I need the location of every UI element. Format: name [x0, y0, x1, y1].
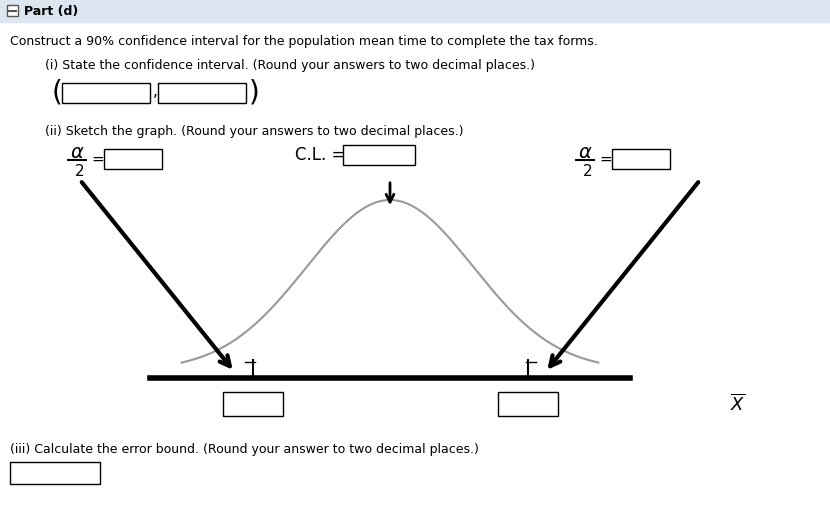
Text: $\alpha$: $\alpha$	[70, 143, 85, 162]
Bar	[158, 83, 246, 103]
Bar	[222, 392, 282, 416]
Text: ,: ,	[153, 85, 158, 99]
Bar	[0, 0, 830, 22]
Text: $\alpha$: $\alpha$	[578, 143, 593, 162]
Bar	[104, 149, 162, 169]
Bar	[343, 145, 415, 165]
Bar	[10, 462, 100, 484]
Text: Part (d): Part (d)	[24, 5, 78, 19]
Bar	[497, 392, 558, 416]
Text: Construct a 90% confidence interval for the population mean time to complete the: Construct a 90% confidence interval for …	[10, 36, 598, 48]
Text: (i) State the confidence interval. (Round your answers to two decimal places.): (i) State the confidence interval. (Roun…	[45, 59, 535, 71]
Text: (ii) Sketch the graph. (Round your answers to two decimal places.): (ii) Sketch the graph. (Round your answe…	[45, 126, 463, 138]
Text: (iii) Calculate the error bound. (Round your answer to two decimal places.): (iii) Calculate the error bound. (Round …	[10, 444, 479, 456]
Bar	[62, 83, 150, 103]
Text: 2: 2	[75, 163, 85, 179]
Bar	[612, 149, 670, 169]
Text: 2: 2	[583, 163, 593, 179]
Bar	[7, 5, 18, 16]
Text: (: (	[52, 78, 63, 106]
Text: C.L. =: C.L. =	[295, 146, 345, 164]
Text: $\overline{X}$: $\overline{X}$	[730, 394, 745, 414]
Text: ): )	[249, 78, 260, 106]
Text: =: =	[91, 152, 104, 167]
Text: =: =	[599, 152, 612, 167]
